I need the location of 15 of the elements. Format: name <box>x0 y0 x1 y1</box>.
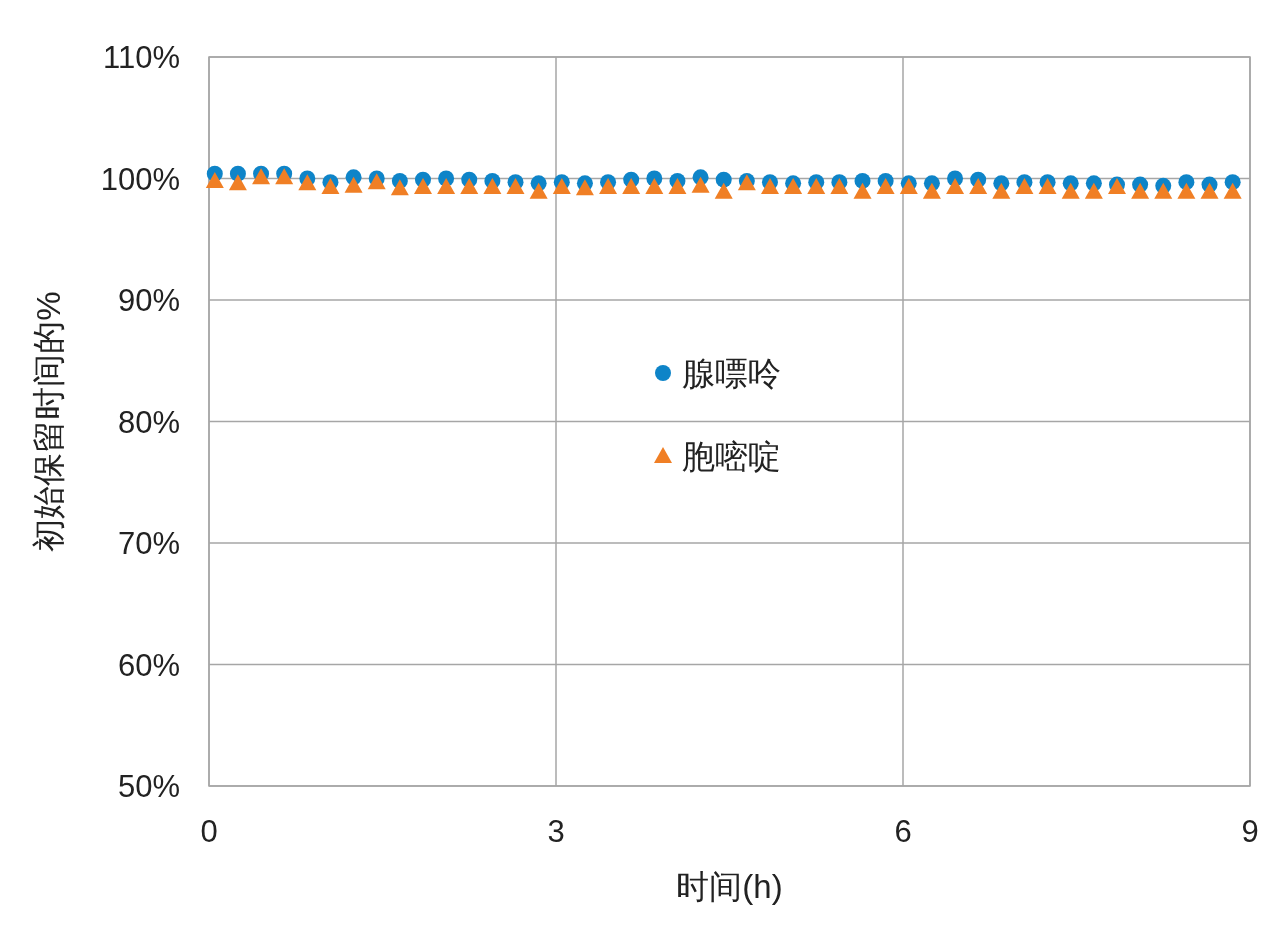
x-tick-label: 3 <box>547 814 565 849</box>
x-tick-label: 9 <box>1241 814 1259 849</box>
y-tick-label: 50% <box>117 769 180 804</box>
legend-label: 腺嘌呤 <box>682 355 781 392</box>
y-tick-label: 90% <box>117 283 180 318</box>
x-axis-title: 时间(h) <box>676 868 783 905</box>
y-tick-label: 110% <box>103 40 180 75</box>
y-tick-label: 60% <box>117 647 180 683</box>
legend-label: 胞嘧啶 <box>682 438 781 475</box>
y-axis-title: 初始保留时间的% <box>30 291 67 552</box>
y-tick-label: 100% <box>100 161 180 197</box>
x-tick-label: 6 <box>894 814 912 849</box>
y-tick-label: 80% <box>117 404 180 440</box>
y-tick-label: 70% <box>117 526 180 561</box>
x-tick-label: 0 <box>200 814 218 849</box>
